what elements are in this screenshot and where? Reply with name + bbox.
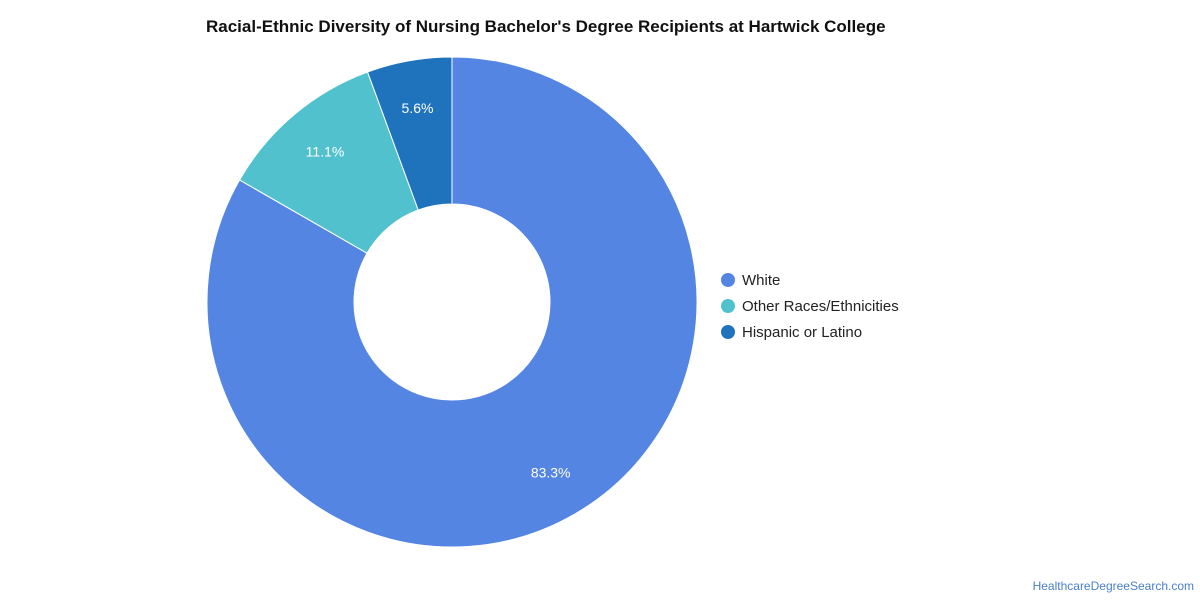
source-link[interactable]: HealthcareDegreeSearch.com bbox=[1032, 579, 1194, 593]
legend-label-white: White bbox=[742, 271, 781, 289]
legend-label-other-races: Other Races/Ethnicities bbox=[742, 297, 899, 315]
legend-item-white[interactable]: White bbox=[721, 267, 899, 293]
legend-swatch-other-races bbox=[721, 299, 735, 313]
chart-title: Racial-Ethnic Diversity of Nursing Bache… bbox=[206, 17, 886, 36]
slice-white[interactable] bbox=[206, 56, 698, 548]
legend-swatch-white bbox=[721, 273, 735, 287]
legend-item-other-races[interactable]: Other Races/Ethnicities bbox=[721, 293, 899, 319]
legend: White Other Races/Ethnicities Hispanic o… bbox=[721, 267, 899, 345]
legend-item-hispanic[interactable]: Hispanic or Latino bbox=[721, 319, 899, 345]
slice-label-hispanic: 5.6% bbox=[402, 100, 434, 116]
legend-swatch-hispanic bbox=[721, 325, 735, 339]
legend-label-hispanic: Hispanic or Latino bbox=[742, 323, 863, 341]
slice-hispanic[interactable] bbox=[366, 56, 453, 211]
slice-label-other-races: 11.1% bbox=[306, 143, 345, 159]
slice-other-races[interactable] bbox=[238, 71, 419, 254]
slice-label-white: 83.3% bbox=[531, 465, 571, 481]
